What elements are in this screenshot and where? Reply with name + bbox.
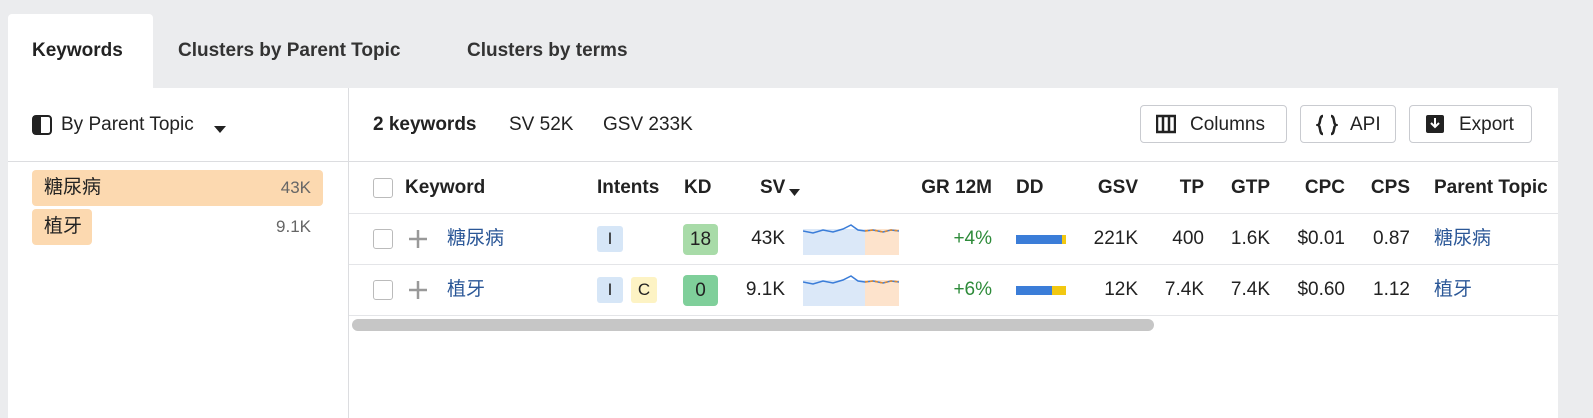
keyword-link[interactable]: 糖尿病 [447, 228, 505, 249]
topic-name[interactable]: 糖尿病 [44, 177, 102, 198]
tab[interactable]: Clusters by Parent Topic [178, 40, 401, 61]
group-by[interactable]: By Parent Topic [61, 114, 194, 135]
column-header[interactable]: Keyword [405, 177, 486, 198]
add-icon [409, 230, 427, 248]
column-header[interactable]: GTP [1230, 177, 1270, 198]
column-header[interactable]: Intents [597, 177, 660, 198]
parent-topic-link[interactable]: 植牙 [1434, 279, 1473, 300]
column-header[interactable]: Parent Topic [1434, 177, 1548, 198]
sv-total: SV 52K [509, 114, 574, 135]
tp-value: 7.4K [1164, 279, 1204, 300]
button[interactable] [1300, 105, 1396, 143]
kd-badge: 18 [683, 224, 718, 255]
button[interactable] [1140, 105, 1287, 143]
gtp-value: 7.4K [1230, 279, 1270, 300]
button-label[interactable]: API [1350, 114, 1381, 135]
column-header[interactable]: TP [1179, 177, 1204, 198]
button-icon [1314, 114, 1340, 136]
cpc-value: $0.01 [1297, 228, 1345, 249]
cps-value: 1.12 [1373, 279, 1410, 300]
gtp-value: 1.6K [1230, 228, 1270, 249]
row-divider [349, 264, 1558, 265]
column-header[interactable]: CPC [1304, 177, 1345, 198]
group-icon [32, 115, 52, 135]
intent-badge: I [597, 226, 623, 252]
gr-value: +6% [953, 279, 992, 300]
checkbox[interactable] [373, 178, 393, 198]
scrollbar[interactable] [352, 319, 1154, 331]
column-header[interactable]: KD [684, 177, 712, 198]
header-divider [8, 161, 1558, 162]
tab[interactable]: Clusters by terms [467, 40, 628, 61]
dd-bar-fill [1016, 235, 1062, 244]
topic-volume: 9.1K [276, 217, 311, 236]
topic-name[interactable]: 植牙 [44, 216, 83, 237]
column-header[interactable]: GR 12M [921, 177, 992, 198]
keyword-count: 2 keywords [373, 114, 477, 135]
cpc-value: $0.60 [1297, 279, 1345, 300]
topic-bar[interactable] [32, 209, 92, 245]
gsv-value: 12K [1104, 279, 1138, 300]
button-icon [1155, 114, 1178, 136]
sparkline [802, 223, 900, 255]
column-header[interactable]: DD [1016, 177, 1044, 198]
panel [8, 88, 1558, 418]
tab[interactable]: Keywords [32, 40, 123, 61]
tp-value: 400 [1172, 228, 1204, 249]
sort-arrow [789, 184, 801, 196]
topic-bar[interactable] [32, 170, 323, 206]
gsv-total: GSV 233K [603, 114, 693, 135]
topic-volume: 43K [280, 178, 311, 197]
cps-value: 0.87 [1373, 228, 1410, 249]
kd-badge: 0 [683, 275, 718, 306]
row-divider [349, 315, 1558, 316]
sidebar-divider [348, 88, 349, 418]
gr-value: +4% [953, 228, 992, 249]
sv-value: 43K [751, 228, 785, 249]
column-header[interactable]: SV [760, 177, 786, 198]
add-icon [409, 281, 427, 299]
column-header[interactable]: GSV [1097, 177, 1138, 198]
intent-badge: I [597, 277, 623, 303]
checkbox[interactable] [373, 229, 393, 249]
parent-topic-link[interactable]: 糖尿病 [1434, 228, 1492, 249]
dropdown-arrow [214, 121, 226, 133]
sparkline [802, 274, 900, 306]
button-icon [1425, 114, 1447, 136]
keyword-link[interactable]: 植牙 [447, 279, 486, 300]
button-label[interactable]: Export [1459, 114, 1514, 135]
checkbox[interactable] [373, 280, 393, 300]
column-header[interactable]: CPS [1370, 177, 1410, 198]
gsv-value: 221K [1093, 228, 1138, 249]
row-divider [349, 213, 1558, 214]
button-label[interactable]: Columns [1190, 114, 1265, 135]
active-tab-bg [8, 14, 153, 90]
sv-value: 9.1K [745, 279, 785, 300]
dd-bar-fill [1016, 286, 1052, 295]
intent-badge: C [631, 277, 657, 303]
